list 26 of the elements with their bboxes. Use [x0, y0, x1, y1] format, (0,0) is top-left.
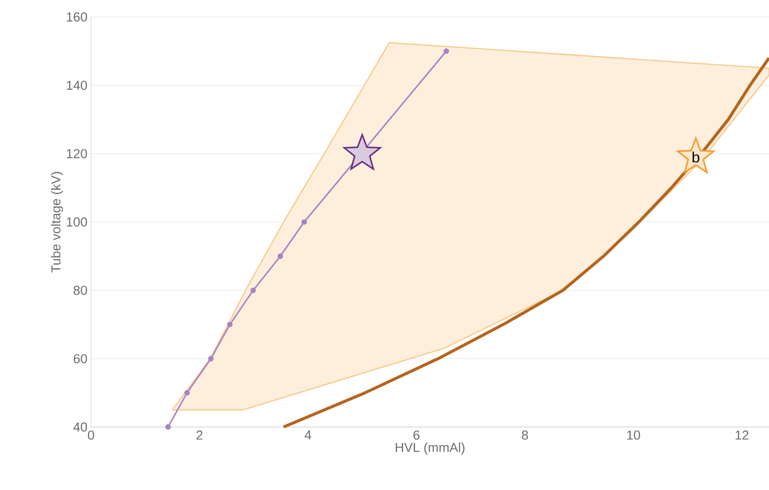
- point: [184, 390, 190, 396]
- point: [227, 322, 233, 328]
- y-tick-label: 80: [74, 286, 87, 295]
- y-tick-label: 100: [66, 217, 87, 227]
- x-axis-title: HVL (mmAl): [396, 442, 464, 455]
- point: [301, 219, 307, 225]
- annotation: b: [692, 152, 700, 163]
- point: [444, 48, 450, 54]
- x-tick-label: 10: [627, 430, 640, 440]
- x-tick-label: 8: [522, 430, 528, 440]
- y-axis-title: Tube voltage (kV): [50, 172, 64, 273]
- y-tick-label: 60: [74, 354, 87, 364]
- x-tick-label: 2: [196, 430, 202, 440]
- y-tick-label: 40: [73, 422, 87, 432]
- point: [250, 288, 256, 294]
- y-tick-label: 160: [66, 12, 87, 22]
- line-series: [282, 56, 769, 428]
- x-tick-label: 6: [414, 430, 420, 440]
- y-tick-label: 140: [66, 80, 87, 90]
- point: [165, 424, 171, 430]
- x-tick-label: 0: [88, 430, 94, 440]
- x-tick-label: 4: [304, 430, 312, 440]
- point: [278, 253, 284, 259]
- y-tick-label: 120: [66, 149, 87, 158]
- point: [208, 356, 214, 362]
- x-tick-label: 12: [736, 430, 748, 440]
